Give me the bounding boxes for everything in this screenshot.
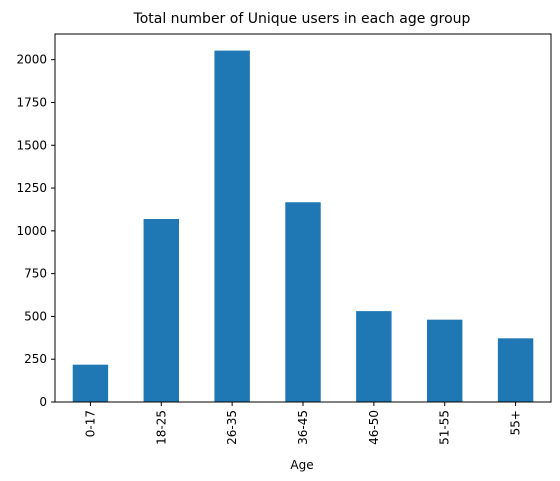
bar-51-55 [427, 319, 463, 402]
x-tick-label: 18-25 [154, 410, 168, 445]
x-tick-label: 26-35 [225, 410, 239, 445]
y-tick-label: 1500 [16, 138, 47, 152]
y-tick-label: 1750 [16, 95, 47, 109]
x-tick-label: 55+ [509, 410, 523, 435]
bar-18-25 [143, 219, 179, 402]
x-tick-label: 51-55 [438, 410, 452, 445]
x-axis: 0-17 18-25 26-35 36-45 46-50 51-55 55+ [83, 402, 523, 445]
bars [72, 50, 534, 402]
plot-area [54, 33, 552, 403]
y-tick-label: 1000 [16, 224, 47, 238]
x-tick-label: 36-45 [296, 410, 310, 445]
x-tick-label: 0-17 [83, 410, 97, 437]
bar-55+ [497, 338, 534, 402]
bar-0-17 [72, 364, 109, 402]
y-tick-label: 2000 [16, 53, 47, 67]
bar-26-35 [214, 50, 250, 402]
y-tick-label: 1250 [16, 181, 47, 195]
chart-title: Total number of Unique users in each age… [133, 11, 471, 27]
y-tick-label: 250 [24, 352, 47, 366]
bar-46-50 [356, 311, 392, 402]
x-tick-label: 46-50 [367, 410, 381, 445]
y-tick-label: 500 [24, 309, 47, 323]
x-axis-label: Age [290, 458, 313, 472]
y-axis: 0 250 500 750 1000 1250 1500 1750 2000 [16, 53, 55, 409]
bar-36-45 [285, 202, 321, 402]
y-tick-label: 0 [39, 395, 47, 409]
y-tick-label: 750 [24, 267, 47, 281]
